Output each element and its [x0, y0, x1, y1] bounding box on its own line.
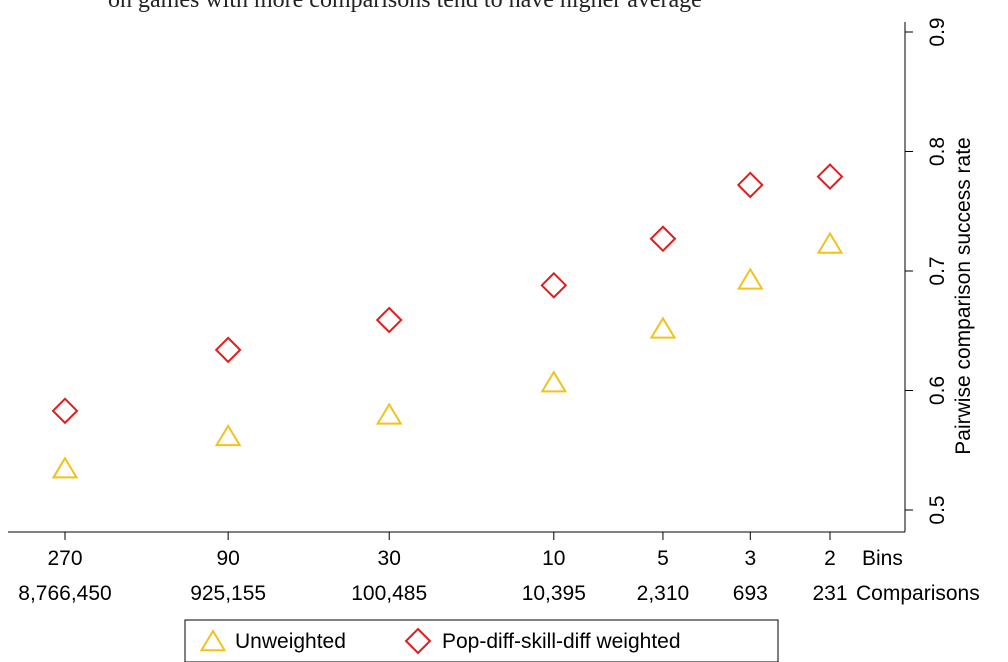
weighted-point — [375, 306, 403, 334]
legend-label: Pop-diff-skill-diff weighted — [442, 630, 681, 653]
x-tick-label-bins: 90 — [216, 547, 239, 570]
y-tick-label: 0.8 — [926, 137, 949, 166]
x-tick-label-bins: 30 — [378, 547, 401, 570]
x-tick-label-bins: 270 — [47, 547, 82, 570]
x-tick-label-bins: 2 — [824, 547, 836, 570]
legend-marker — [199, 629, 227, 652]
x-tick-label-comparisons: 100,485 — [351, 582, 427, 605]
weighted-point — [51, 397, 79, 425]
weighted-point — [214, 336, 242, 364]
data-marks — [51, 163, 844, 479]
weighted-point — [649, 225, 677, 253]
x-tick-label-comparisons: 925,155 — [190, 582, 266, 605]
x-tick-label-bins: 3 — [744, 547, 756, 570]
x-row-label-comparisons: Comparisons — [856, 582, 980, 605]
legend-box — [184, 619, 779, 662]
unweighted-point — [375, 402, 403, 425]
x-tick-label-comparisons: 10,395 — [522, 582, 586, 605]
x-tick-label-bins: 10 — [542, 547, 565, 570]
y-tick-label: 0.9 — [926, 17, 949, 46]
unweighted-point — [540, 370, 568, 393]
weighted-point — [816, 163, 844, 191]
legend-label: Unweighted — [235, 630, 346, 653]
x-row-label-bins: Bins — [862, 547, 903, 570]
unweighted-point — [51, 456, 79, 479]
legend-marker — [404, 627, 432, 655]
y-tick-label: 0.7 — [926, 256, 949, 285]
y-tick-label: 0.5 — [926, 495, 949, 524]
y-axis-label: Pairwise comparison success rate — [952, 137, 975, 454]
x-tick-label-comparisons: 693 — [733, 582, 768, 605]
x-tick-label-comparisons: 231 — [812, 582, 847, 605]
x-tick-label-bins: 5 — [657, 547, 669, 570]
y-tick-label: 0.6 — [926, 376, 949, 405]
x-tick-label-comparisons: 2,310 — [637, 582, 690, 605]
unweighted-point — [649, 316, 677, 339]
x-tick-label-comparisons: 8,766,450 — [18, 582, 111, 605]
unweighted-point — [816, 231, 844, 254]
unweighted-point — [736, 267, 764, 290]
weighted-point — [540, 271, 568, 299]
legend: Unweighted Pop-diff-skill-diff weighted — [184, 619, 779, 662]
axes: 270 8,766,450 90 925,155 30 100,485 10 10,395 5 2… — [8, 17, 980, 605]
unweighted-point — [214, 423, 242, 447]
caption-fragment: on games with more comparisons tend to h… — [108, 0, 702, 13]
weighted-point — [736, 171, 764, 199]
